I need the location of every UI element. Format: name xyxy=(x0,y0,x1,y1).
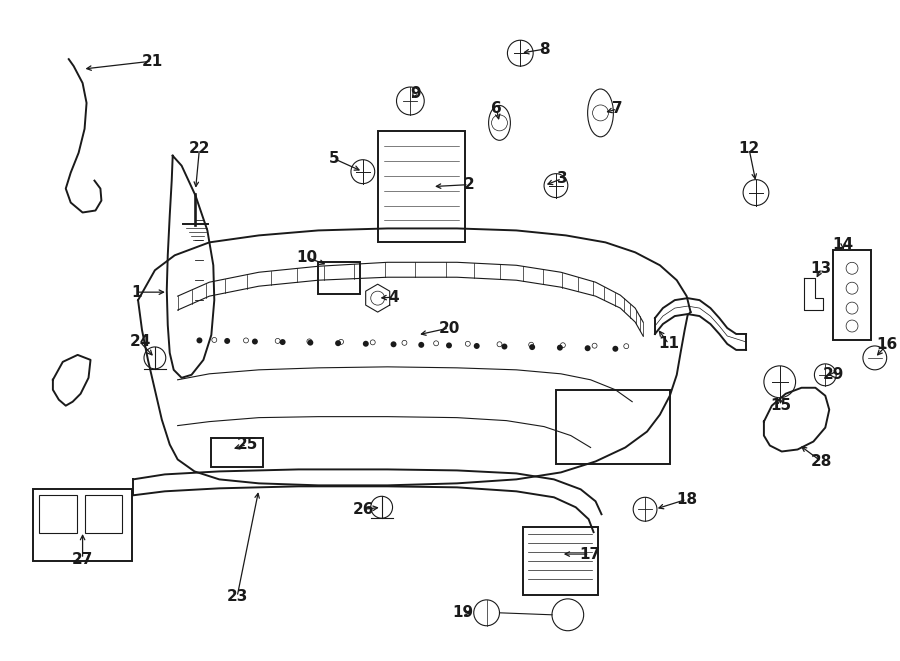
Circle shape xyxy=(335,340,341,346)
Text: 11: 11 xyxy=(658,336,680,352)
Text: 29: 29 xyxy=(823,368,844,382)
Circle shape xyxy=(308,340,313,346)
Text: 7: 7 xyxy=(612,101,623,116)
Text: 10: 10 xyxy=(296,250,317,265)
Text: 16: 16 xyxy=(876,337,897,352)
Circle shape xyxy=(585,345,590,351)
Circle shape xyxy=(529,344,535,350)
Text: 9: 9 xyxy=(410,85,420,100)
Text: 3: 3 xyxy=(556,171,567,186)
Text: 15: 15 xyxy=(770,398,791,413)
Text: 12: 12 xyxy=(738,141,760,156)
Text: 6: 6 xyxy=(491,101,502,116)
Text: 14: 14 xyxy=(832,237,854,252)
Circle shape xyxy=(196,337,202,343)
Text: 25: 25 xyxy=(237,437,257,452)
Text: 24: 24 xyxy=(130,334,150,350)
Circle shape xyxy=(418,342,424,348)
Text: 4: 4 xyxy=(388,290,399,305)
Circle shape xyxy=(473,343,480,349)
Circle shape xyxy=(557,344,562,350)
Circle shape xyxy=(280,339,285,345)
Text: 5: 5 xyxy=(328,151,339,166)
Text: 8: 8 xyxy=(539,42,549,57)
Text: 28: 28 xyxy=(811,454,832,469)
Text: 20: 20 xyxy=(438,321,460,336)
Text: 22: 22 xyxy=(189,141,211,156)
Text: 23: 23 xyxy=(227,590,248,604)
Text: 27: 27 xyxy=(72,551,94,566)
Circle shape xyxy=(391,341,397,347)
Text: 18: 18 xyxy=(676,492,698,507)
Text: 13: 13 xyxy=(811,260,832,276)
Circle shape xyxy=(363,341,369,347)
Text: 2: 2 xyxy=(464,177,474,192)
Circle shape xyxy=(252,338,258,344)
Text: 17: 17 xyxy=(579,547,600,562)
Circle shape xyxy=(612,346,618,352)
Circle shape xyxy=(224,338,230,344)
Circle shape xyxy=(446,342,452,348)
Text: 26: 26 xyxy=(353,502,374,517)
Circle shape xyxy=(501,344,508,350)
Text: 1: 1 xyxy=(130,285,141,299)
Text: 19: 19 xyxy=(453,605,473,620)
Text: 21: 21 xyxy=(141,54,163,69)
